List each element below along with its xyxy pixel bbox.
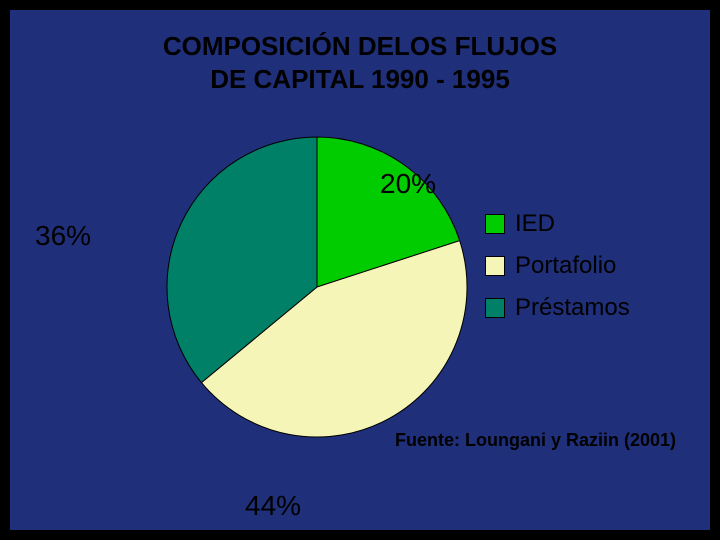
source-text: Fuente: Loungani y Raziin (2001) xyxy=(395,430,676,451)
legend-item-2: Préstamos xyxy=(485,294,630,322)
slice-label-0: 20% xyxy=(380,168,436,200)
legend-item-1: Portafolio xyxy=(485,252,630,280)
legend-label-0: IED xyxy=(515,210,555,238)
legend-swatch-2 xyxy=(485,298,505,318)
legend-item-0: IED xyxy=(485,210,630,238)
chart-title: COMPOSICIÓN DELOS FLUJOS DE CAPITAL 1990… xyxy=(10,30,710,95)
legend-swatch-1 xyxy=(485,256,505,276)
legend-swatch-0 xyxy=(485,214,505,234)
legend-label-2: Préstamos xyxy=(515,294,630,322)
slice-label-2: 36% xyxy=(35,220,91,252)
slice-label-1: 44% xyxy=(245,490,301,522)
slide-frame: COMPOSICIÓN DELOS FLUJOS DE CAPITAL 1990… xyxy=(8,8,712,532)
legend-label-1: Portafolio xyxy=(515,252,616,280)
legend: IED Portafolio Préstamos xyxy=(485,210,630,336)
